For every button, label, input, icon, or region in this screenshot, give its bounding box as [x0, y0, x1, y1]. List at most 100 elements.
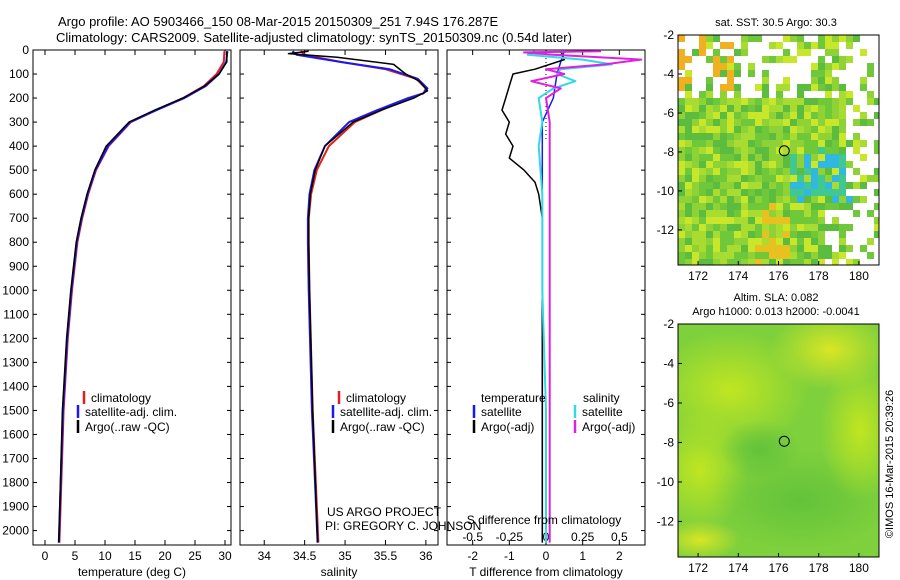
x-tick-label: 34 [258, 549, 272, 563]
sst-pixel [713, 175, 720, 182]
sst-float-marker [778, 145, 790, 157]
sst-pixel [762, 77, 769, 84]
sst-pixel [825, 168, 832, 175]
sst-pixel [769, 182, 776, 189]
sst-pixel [867, 210, 874, 217]
sst-pixel [727, 147, 734, 154]
sst-pixel [706, 182, 713, 189]
sst-pixel [762, 161, 769, 168]
sst-pixel [678, 252, 685, 259]
sst-pixel [748, 245, 755, 252]
sst-pixel [776, 154, 783, 161]
sst-pixel [748, 182, 755, 189]
sst-pixel [818, 98, 825, 105]
sst-pixel [706, 112, 713, 119]
sst-pixel [720, 119, 727, 126]
sst-pixel [867, 63, 874, 70]
sst-pixel [678, 154, 685, 161]
map-x-tick-label: 176 [768, 561, 788, 575]
sst-pixel [699, 182, 706, 189]
x-tick-label: 25 [188, 549, 202, 563]
sst-pixel [853, 105, 860, 112]
y-tick-label: 1800 [2, 476, 29, 490]
sst-pixel [832, 42, 839, 49]
x-tick-label: 20 [158, 549, 172, 563]
sst-pixel [685, 119, 692, 126]
sst-pixel [713, 189, 720, 196]
sst-pixel [762, 203, 769, 210]
sst-pixel [762, 182, 769, 189]
sst-pixel [804, 133, 811, 140]
sst-pixel [804, 112, 811, 119]
sst-pixel [839, 63, 846, 70]
y-tick-label: 1500 [2, 403, 29, 417]
sst-pixel [818, 210, 825, 217]
sst-pixel [797, 147, 804, 154]
sst-pixel [741, 168, 748, 175]
sst-pixel [825, 196, 832, 203]
sst-pixel [678, 112, 685, 119]
sst-pixel [867, 175, 874, 182]
sst-pixel [720, 63, 727, 70]
sst-pixel [769, 217, 776, 224]
sst-pixel [734, 126, 741, 133]
x-tick-label: -2 [467, 549, 478, 563]
sst-pixel [818, 238, 825, 245]
sst-pixel [692, 161, 699, 168]
sst-pixel [867, 70, 874, 77]
sst-pixel [811, 63, 818, 70]
sst-pixel [734, 175, 741, 182]
sst-pixel [804, 105, 811, 112]
sst-pixel [741, 210, 748, 217]
sst-pixel [769, 224, 776, 231]
x-tick-label: 35 [338, 549, 352, 563]
sst-pixel [734, 49, 741, 56]
sst-pixel [874, 140, 879, 147]
sst-pixel [769, 203, 776, 210]
map-x-tick-label: 180 [849, 561, 869, 575]
sst-pixel [734, 147, 741, 154]
sst-pixel [783, 105, 790, 112]
sst-pixel [699, 245, 706, 252]
legend-label-climatology: climatology [346, 391, 406, 405]
map-y-tick-label: -4 [663, 67, 674, 81]
sst-pixel [846, 91, 853, 98]
sst-pixel [685, 168, 692, 175]
sst-pixel [727, 133, 734, 140]
sst-pixel [818, 133, 825, 140]
sst-pixel [713, 161, 720, 168]
salinity-axis: 34 34.5 35 35.5 36 [240, 49, 438, 563]
legend-label-argo: Argo(..raw -QC) [340, 420, 425, 434]
sst-pixel [790, 147, 797, 154]
sst-pixel [832, 259, 839, 265]
sst-pixel [720, 245, 727, 252]
sst-pixel [720, 259, 727, 265]
sst-pixel [811, 154, 818, 161]
sst-pixel [748, 210, 755, 217]
sst-pixel [699, 252, 706, 259]
sst-pixel [762, 140, 769, 147]
sst-pixel [692, 168, 699, 175]
sst-pixel [776, 196, 783, 203]
sst-pixel [839, 196, 846, 203]
sst-pixel [755, 231, 762, 238]
sst-pixel [741, 133, 748, 140]
sst-pixel [692, 245, 699, 252]
sst-pixel [755, 182, 762, 189]
sst-pixel [678, 119, 685, 126]
sst-pixel [748, 189, 755, 196]
sst-pixel [713, 196, 720, 203]
sst-pixel [678, 77, 685, 84]
sst-pixel [790, 224, 797, 231]
sst-pixel [734, 217, 741, 224]
sst-pixel [811, 161, 818, 168]
sst-pixel [846, 259, 853, 265]
sst-pixel [762, 252, 769, 259]
y-tick-label: 1100 [3, 307, 29, 321]
sst-pixel [741, 98, 748, 105]
sst-pixel [783, 161, 790, 168]
sst-pixel [713, 70, 720, 77]
sst-pixel [818, 245, 825, 252]
sst-pixel [706, 56, 713, 63]
